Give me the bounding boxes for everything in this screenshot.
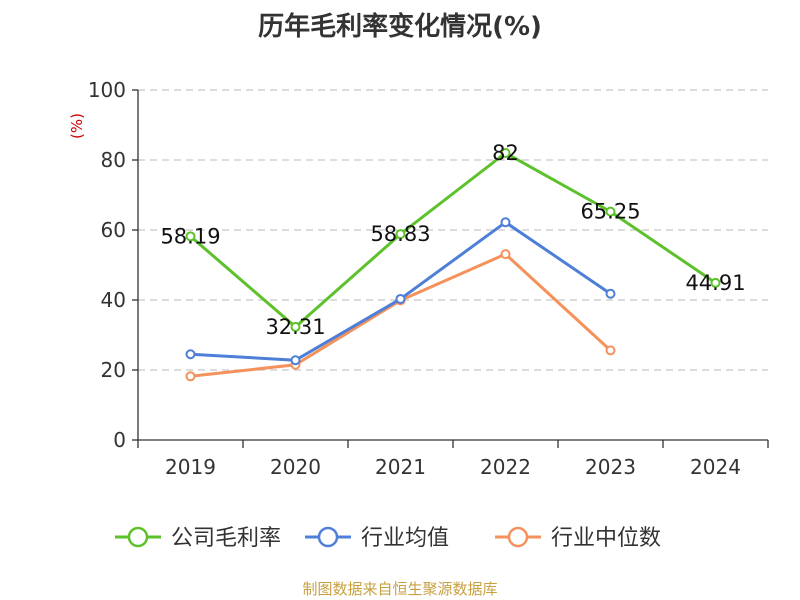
x-tick-label: 2023: [585, 455, 636, 479]
x-tick-label: 2022: [480, 455, 531, 479]
legend-marker: [507, 526, 529, 548]
y-tick-label: 80: [101, 148, 126, 172]
data-label: 44.91: [685, 271, 745, 295]
legend: 公司毛利率 行业均值 行业中位数: [115, 526, 661, 551]
y-tick-label: 60: [101, 218, 126, 242]
axes: [132, 89, 769, 448]
data-label: 58.19: [160, 224, 220, 248]
data-point: [395, 293, 406, 304]
data-point: [500, 249, 511, 260]
grid-lines: [138, 89, 768, 371]
x-tick-label: 2024: [690, 455, 741, 479]
tick-labels: 0 20 40 60 80 100 2019 2020 2021 2022 2023 2024: [88, 78, 741, 479]
data-point: [605, 206, 616, 217]
source-note: 制图数据来自恒生聚源数据库: [302, 580, 498, 598]
data-point: [710, 277, 721, 288]
x-tick-label: 2020: [270, 455, 321, 479]
legend-label: 行业均值: [361, 526, 449, 551]
data-point: [605, 288, 616, 299]
legend-marker: [317, 526, 339, 548]
y-tick-label: 100: [88, 78, 126, 102]
data-point: [290, 321, 301, 332]
y-tick-label: 20: [101, 358, 126, 382]
data-point: [185, 371, 196, 382]
x-tick-label: 2019: [165, 455, 216, 479]
data-point: [185, 231, 196, 242]
legend-label: 行业中位数: [551, 526, 661, 551]
legend-label: 公司毛利率: [171, 526, 281, 551]
y-axis-label: (%): [68, 113, 86, 139]
data-point: [500, 217, 511, 228]
legend-item: 公司毛利率: [115, 526, 281, 551]
data-point: [185, 349, 196, 360]
data-point: [395, 229, 406, 240]
y-tick-label: 40: [101, 288, 126, 312]
data-label: 65.25: [580, 200, 640, 224]
series-lines: [185, 148, 721, 382]
data-labels: 58.19 32.31 58.83 82 65.25 44.91: [160, 141, 745, 339]
data-point: [605, 345, 616, 356]
legend-item: 行业均值: [305, 526, 449, 551]
chart-title: 历年毛利率变化情况(%): [258, 12, 542, 42]
x-tick-label: 2021: [375, 455, 426, 479]
data-label: 58.83: [370, 222, 430, 246]
data-label: 82: [492, 141, 519, 165]
data-point: [500, 148, 511, 158]
data-point: [290, 355, 301, 366]
legend-item: 行业中位数: [495, 526, 661, 551]
legend-marker: [127, 526, 149, 548]
series-line: [189, 151, 717, 329]
y-tick-label: 0: [113, 428, 126, 452]
data-label: 32.31: [265, 315, 325, 339]
